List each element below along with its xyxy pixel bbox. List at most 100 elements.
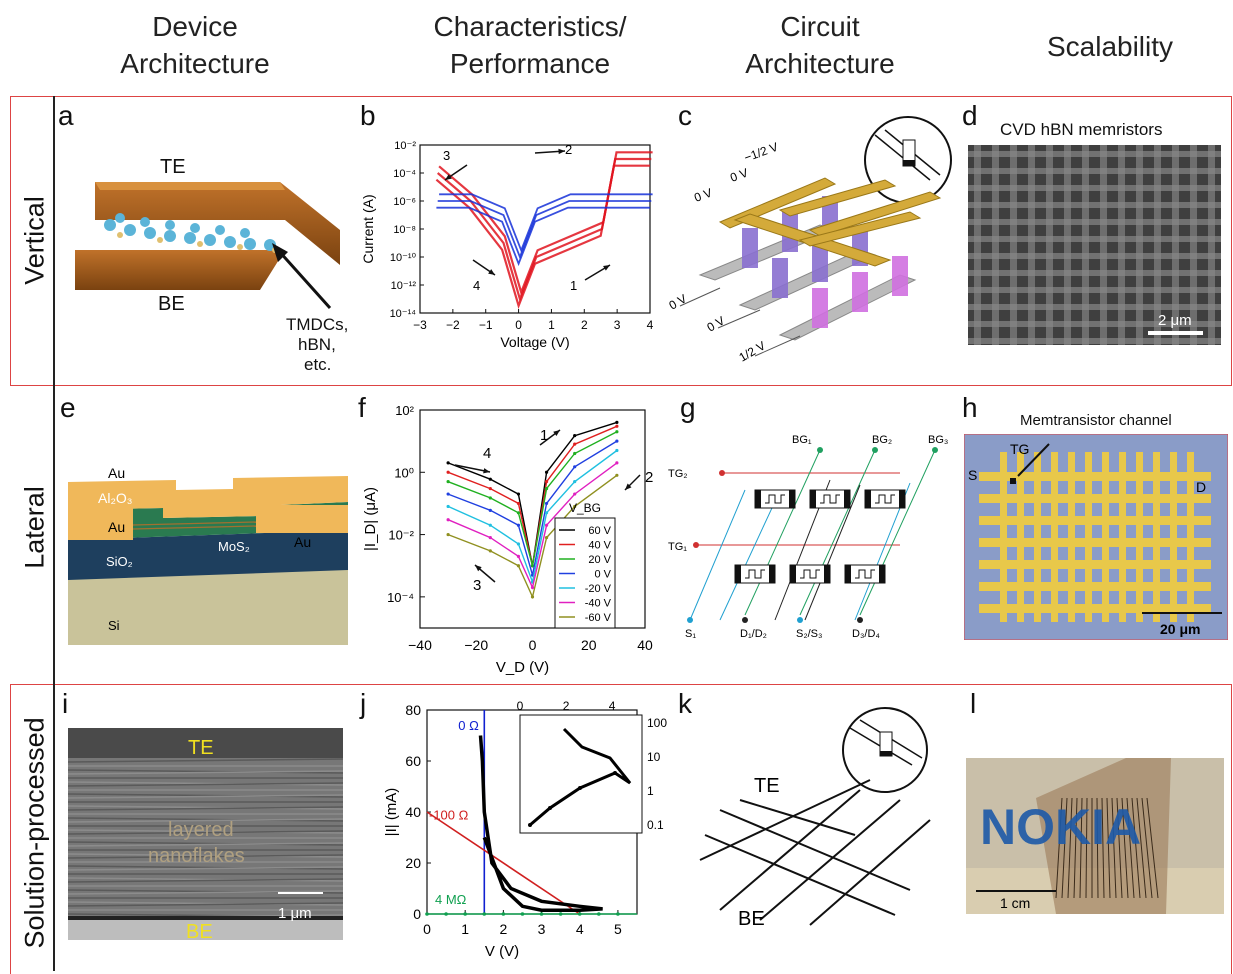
panel-j-4mohm-point [444,912,448,916]
panel-j-inset-point [578,786,582,790]
panel-l-film-line [1141,797,1153,899]
panel-j-series-line [426,811,581,915]
panel-h-tg-label: TG [1010,441,1029,457]
panel-h-vertical-electrode [1119,452,1126,622]
panel-j-xtick-label: 4 [576,921,584,937]
panel-i-flake-line [68,878,343,883]
panel-f-point [446,480,450,484]
panel-i-flake-line [68,853,343,858]
panel-b-series-line [436,157,652,303]
panel-b-xtick-label: −3 [413,318,427,332]
panel-letter-e: e [60,392,76,423]
panel-h-horizontal-electrode [979,604,1211,613]
panel-g-terminal-node [742,617,748,623]
panel-g-s23: S₂/S₃ [796,628,822,640]
panel-f-axes-frame [419,409,646,629]
panel-j-xtick-label: 0 [423,921,431,937]
panel-h-scale-label: 20 μm [1160,621,1200,637]
panel-f-point [615,430,619,434]
panel-f-chart: −40 −20 0 20 40 10² 10⁰ 10⁻² 10⁻⁴ V_D (V) |I_D| (μ… [362,403,653,676]
panel-e-au3: Au [294,534,311,550]
panel-a-device: TE BE TMDCs, hBN, etc. [75,156,348,374]
panel-j-xtick-label: 1 [461,921,469,937]
panel-b-xtick-label: 1 [548,318,555,332]
panel-f-point [488,523,492,527]
panel-letter-d: d [962,100,978,131]
panel-h-scalebar [1142,612,1222,614]
panel-d-row-line [968,185,1221,191]
panel-c-v6: 1/2 V [737,338,768,364]
panel-l-film-line [1111,797,1117,899]
panel-f-point [573,434,577,438]
panel-f-arrowhead [625,483,632,490]
panel-i-flake-line [68,865,343,870]
panel-d-row-line [968,321,1221,327]
panel-f-legend-label: -20 V [585,583,612,595]
panel-f-xlabel: V_D (V) [496,659,549,676]
panel-g-tg2-node [719,470,725,476]
panel-h-vertical-electrode [1068,452,1075,622]
panel-g-bg-line [799,449,876,616]
panel-d-column-line [992,145,999,345]
panel-f-point [516,564,521,568]
panel-e-device: Au Al₂O₃ Au Au MoS₂ SiO₂ Si [68,465,348,645]
panel-f-point [488,477,492,481]
panel-b-xtick-label: 4 [647,318,654,332]
panel-letter-i: i [62,688,69,719]
panel-f-point [544,480,549,484]
panel-d-scale-label: 2 μm [1158,312,1192,329]
panel-d-column-line [1136,145,1143,345]
panel-k-te: TE [754,775,780,797]
panel-h-d-label: D [1196,479,1206,495]
panel-g-bg1: BG₁ [792,434,812,446]
panel-g-bg-node [932,447,938,453]
panel-l-film-line [1116,797,1123,899]
panel-h-vertical-electrode [1034,452,1041,622]
panel-g-memtransistor-symbol [745,569,765,579]
panel-g-tg2: TG₂ [668,468,688,480]
panel-d-row-line [968,202,1221,208]
panel-h-vertical-electrode [1051,452,1058,622]
panel-g-bg2: BG₂ [872,434,892,446]
panel-f-arrow-label-1: 1 [540,427,548,444]
panel-j-4mohm-point [597,912,601,916]
panel-g-terminal-node [797,617,803,623]
panel-h-vertical-electrode [1102,452,1109,622]
panel-g-circuit: BG₁ BG₂ BG₃ TG₂ TG₁ S₁ D₁/D₂ S₂/S₃ D₃/D₄ [668,434,948,640]
panel-b-ytick-label: 10⁻⁸ [393,224,416,236]
panel-g-memtransistor-contact [769,565,775,583]
panel-j-ytick-label: 40 [405,804,421,820]
panel-j-r4m-label: 4 MΩ [435,892,467,907]
panel-e-sio2: SiO₂ [106,554,133,569]
panel-i-flake-line [68,794,343,799]
panel-f-xtick-label: −20 [464,637,488,653]
panel-f-point [615,473,619,477]
panel-i-flake-line [68,758,343,763]
panel-d-row-line [968,219,1221,225]
panel-letter-b: b [360,100,376,131]
panel-letter-h: h [962,392,978,423]
panel-f-point [573,451,577,456]
panel-f-point [573,504,577,509]
panel-i-flake-line [68,817,343,822]
panel-i-scalebar [278,892,323,894]
panel-f-point [446,504,450,509]
panel-f-point [488,535,492,540]
panel-g-bg3: BG₃ [928,434,948,446]
panel-h-vertical-electrode [1170,452,1177,622]
panel-l-flexible-film [1036,758,1171,914]
panel-j-xlabel: V (V) [485,943,519,960]
panel-d-row-line [968,270,1221,276]
panel-b-ytick-label: 10⁻¹⁴ [390,308,417,320]
panel-letter-g: g [680,392,696,423]
panel-b-arrowhead [488,269,495,275]
panel-d-row-line [968,236,1221,242]
panel-i-sem-image: TE layered nanoflakes BE 1 μm [68,728,343,940]
panel-j-inset-curve [529,727,632,827]
panel-g-memtransistor-contact [810,490,816,508]
panel-h-vertical-electrode [1153,452,1160,622]
panel-f-point [544,470,549,474]
panel-j-4mohm-point [558,912,563,916]
panel-g-d34: D₃/D₄ [852,628,880,640]
panel-f-point [615,420,619,424]
